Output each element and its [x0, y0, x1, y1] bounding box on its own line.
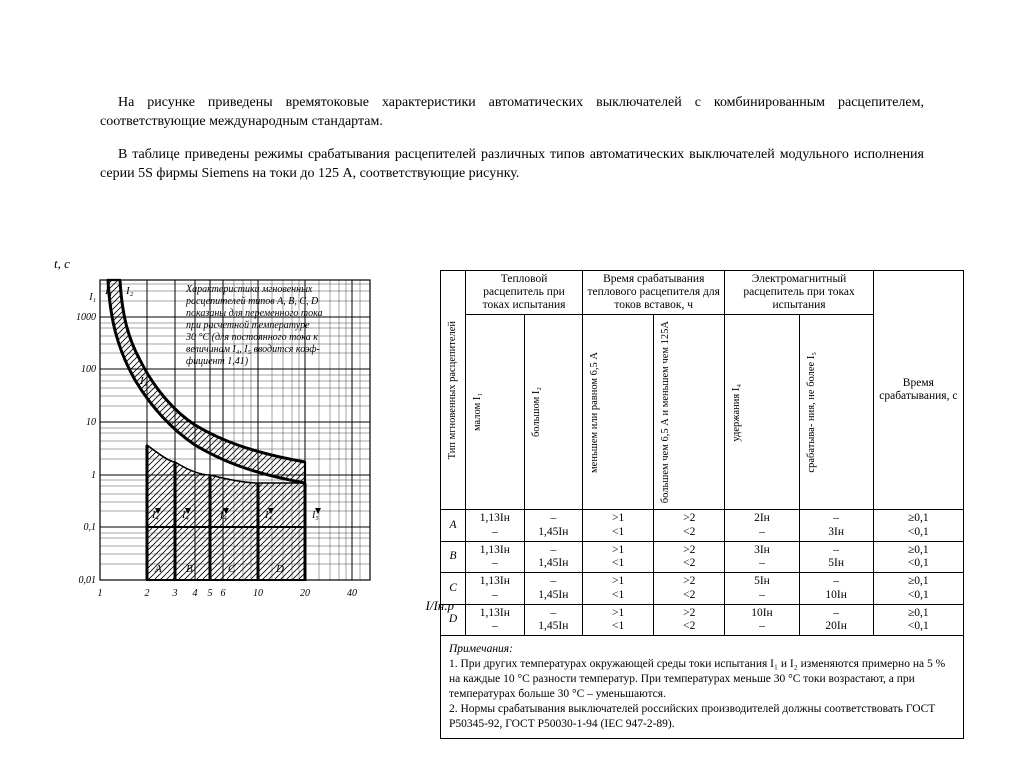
sub-c5: удержания I₄ — [729, 380, 745, 446]
chart-label-i1: I₁ — [104, 285, 113, 297]
svg-text:30 °C (для постоянного тока к: 30 °C (для постоянного тока к — [185, 332, 318, 343]
svg-text:6: 6 — [221, 588, 226, 599]
table-row: B1,13Iн––1,45Iн>1<1>2<23Iн––5Iн≥0,1<0,1 — [441, 541, 964, 572]
table-cell: 1,13Iн– — [466, 604, 525, 635]
sub-c6: срабатыва- ния, не более I₅ — [804, 348, 820, 477]
chart-svg: I₁ I₂ I₃ I₄ I₄ I₄ I₄ I₅ A B C D — [60, 270, 400, 610]
trip-settings-table: Тип мгновенных расцепителей Тепловой рас… — [440, 270, 964, 637]
sub-c1: малом I₁ — [470, 389, 486, 435]
table-cell: A — [441, 510, 466, 541]
notes-title: Примечания: — [449, 642, 955, 657]
svg-text:1: 1 — [98, 588, 103, 599]
svg-text:10: 10 — [253, 588, 263, 599]
table-notes: Примечания: 1. При других температурах о… — [440, 636, 964, 739]
table-cell: 2Iн– — [725, 510, 799, 541]
sub-c4: большем чем 6,5 А и меньшем чем 125А — [658, 317, 674, 507]
table-row: A1,13Iн––1,45Iн>1<1>2<22Iн––3Iн≥0,1<0,1 — [441, 510, 964, 541]
sub-c3: меньшем или равном 6,5 А — [587, 348, 603, 477]
region-b: B — [186, 563, 193, 575]
table-cell: –1,45Iн — [524, 541, 583, 572]
table-cell: ≥0,1<0,1 — [873, 510, 963, 541]
svg-text:I₁: I₁ — [88, 292, 96, 303]
table-cell: >1<1 — [583, 604, 654, 635]
svg-text:величинам I₄, I₅ вводится коэф: величинам I₄, I₅ вводится коэф- — [186, 344, 320, 355]
table-cell: 1,13Iн– — [466, 510, 525, 541]
table-row: C1,13Iн––1,45Iн>1<1>2<25Iн––10Iн≥0,1<0,1 — [441, 573, 964, 604]
svg-text:расцепителей типов A, B, C, D: расцепителей типов A, B, C, D — [185, 296, 319, 307]
chart-label-i2: I₂ — [125, 285, 134, 297]
table-cell: –3Iн — [799, 510, 873, 541]
table-cell: >1<1 — [583, 541, 654, 572]
x-axis-label: I/Iн.р — [426, 598, 454, 614]
sub-c2: большом I₂ — [529, 383, 545, 441]
svg-text:показаны для переменного тока: показаны для переменного тока — [186, 308, 323, 319]
paragraph-2: В таблице приведены режимы срабатывания … — [100, 146, 924, 184]
table-cell: –1,45Iн — [524, 573, 583, 604]
chart-label-i3: I₃ — [139, 375, 148, 387]
svg-text:0,1: 0,1 — [84, 522, 97, 533]
svg-text:при расчетной температуре: при расчетной температуре — [186, 320, 310, 331]
table-cell: ≥0,1<0,1 — [873, 604, 963, 635]
svg-text:100: 100 — [81, 364, 96, 375]
y-axis-label: t, с — [54, 256, 70, 272]
svg-text:2: 2 — [145, 588, 150, 599]
table-cell: >2<2 — [654, 510, 725, 541]
table-cell: ≥0,1<0,1 — [873, 573, 963, 604]
table-cell: –1,45Iн — [524, 510, 583, 541]
region-a: A — [154, 563, 162, 575]
svg-text:1000: 1000 — [76, 312, 96, 323]
table-cell: –20Iн — [799, 604, 873, 635]
table-cell: >1<1 — [583, 573, 654, 604]
svg-text:40: 40 — [347, 588, 357, 599]
svg-text:3: 3 — [172, 588, 178, 599]
note-1: 1. При других температурах окружающей ср… — [449, 657, 955, 702]
table-cell: –1,45Iн — [524, 604, 583, 635]
table-cell: 1,13Iн– — [466, 573, 525, 604]
table-cell: >2<2 — [654, 604, 725, 635]
hg-time: Время срабатывания теплового расцепителя… — [583, 270, 725, 315]
svg-text:4: 4 — [193, 588, 198, 599]
table-row: D1,13Iн––1,45Iн>1<1>2<210Iн––20Iн≥0,1<0,… — [441, 604, 964, 635]
paragraph-1: На рисунке приведены времятоковые характ… — [100, 94, 924, 132]
region-c: C — [228, 563, 236, 575]
note-2: 2. Нормы срабатывания выключателей росси… — [449, 702, 955, 732]
table-cell: >2<2 — [654, 573, 725, 604]
svg-text:20: 20 — [300, 588, 310, 599]
table-cell: 5Iн– — [725, 573, 799, 604]
table-cell: –10Iн — [799, 573, 873, 604]
table-cell: –5Iн — [799, 541, 873, 572]
table-cell: >2<2 — [654, 541, 725, 572]
svg-text:1: 1 — [91, 470, 96, 481]
table-cell: B — [441, 541, 466, 572]
hg-trip-time: Время срабатывания, с — [873, 270, 963, 510]
time-current-chart: t, с — [60, 270, 420, 610]
table-cell: 10Iн– — [725, 604, 799, 635]
table-cell: ≥0,1<0,1 — [873, 541, 963, 572]
region-d: D — [275, 563, 284, 575]
svg-text:0,01: 0,01 — [79, 575, 97, 586]
table-cell: 1,13Iн– — [466, 541, 525, 572]
hg-thermal: Тепловой расцепитель при токах испытания — [466, 270, 583, 315]
svg-text:10: 10 — [86, 417, 96, 428]
col-type: Тип мгновенных расцепителей — [445, 317, 461, 463]
table-cell: >1<1 — [583, 510, 654, 541]
svg-text:5: 5 — [208, 588, 213, 599]
svg-text:фициент 1,41): фициент 1,41) — [186, 356, 249, 367]
table-cell: 3Iн– — [725, 541, 799, 572]
hg-mag: Электромагнитный расцепитель при токах и… — [725, 270, 873, 315]
svg-text:Характеристики мгновенных: Характеристики мгновенных — [185, 284, 313, 295]
